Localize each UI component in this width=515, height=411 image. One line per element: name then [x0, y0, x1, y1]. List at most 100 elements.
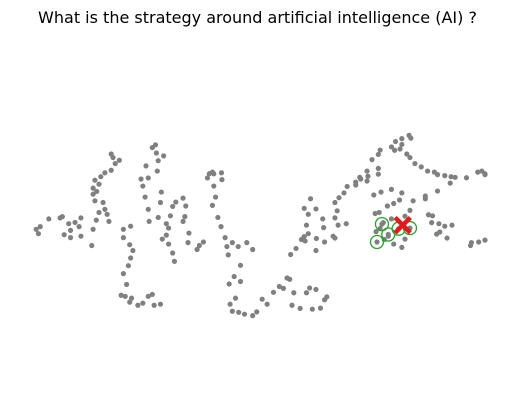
- data-point: [237, 278, 244, 285]
- data-point: [170, 203, 176, 210]
- data-point: [145, 293, 151, 299]
- data-point: [270, 289, 277, 295]
- data-point: [429, 220, 435, 226]
- data-point: [410, 198, 416, 204]
- data-point: [320, 216, 326, 222]
- data-point: [402, 236, 408, 242]
- data-point: [120, 226, 126, 232]
- data-point: [72, 219, 78, 226]
- highlight-ring: [369, 234, 385, 250]
- data-point: [463, 175, 470, 181]
- data-point: [418, 164, 424, 170]
- data-point: [122, 293, 128, 299]
- data-point: [61, 232, 67, 238]
- data-point: [376, 209, 382, 216]
- data-point: [313, 235, 320, 242]
- data-point: [353, 182, 359, 188]
- data-point: [373, 229, 379, 235]
- data-point: [434, 172, 441, 178]
- data-point: [102, 170, 108, 176]
- data-point: [364, 178, 370, 184]
- data-point: [449, 222, 455, 228]
- data-point: [128, 223, 134, 229]
- data-point: [37, 224, 43, 230]
- data-point: [482, 237, 488, 243]
- data-point: [372, 210, 378, 217]
- data-point: [408, 135, 414, 141]
- data-point: [301, 233, 307, 240]
- data-point: [321, 225, 327, 231]
- data-point: [436, 221, 442, 227]
- data-point: [225, 252, 231, 258]
- data-point: [163, 232, 169, 238]
- data-point: [305, 231, 311, 237]
- data-point: [118, 292, 124, 298]
- data-point: [357, 174, 363, 180]
- data-point: [128, 255, 134, 261]
- data-point: [231, 273, 237, 280]
- data-point: [186, 230, 192, 236]
- chart-title: What is the strategy around artificial i…: [38, 8, 477, 27]
- data-point: [468, 240, 475, 246]
- data-point: [227, 301, 233, 307]
- data-point: [157, 301, 164, 307]
- data-point: [412, 160, 418, 167]
- data-point: [378, 189, 384, 195]
- data-point: [130, 247, 136, 254]
- data-point: [399, 190, 405, 196]
- data-point: [375, 151, 381, 158]
- data-point: [250, 313, 256, 319]
- data-point: [211, 183, 217, 189]
- data-point: [112, 160, 118, 167]
- data-point: [158, 189, 164, 195]
- data-point: [127, 299, 133, 305]
- data-point: [244, 240, 250, 246]
- data-point: [365, 173, 371, 179]
- data-point: [204, 175, 211, 181]
- data-point: [399, 136, 405, 142]
- data-point: [317, 305, 324, 311]
- data-point: [344, 183, 350, 190]
- data-point: [297, 305, 303, 311]
- data-point: [90, 185, 96, 191]
- data-point: [280, 285, 287, 291]
- data-point: [388, 186, 395, 192]
- data-point: [429, 213, 436, 219]
- data-point: [236, 309, 242, 315]
- data-point: [424, 168, 431, 174]
- points-layer: [33, 132, 488, 319]
- data-point: [336, 195, 342, 201]
- data-point: [89, 242, 95, 249]
- data-point: [183, 203, 189, 209]
- data-point: [155, 214, 161, 221]
- data-point: [96, 181, 102, 187]
- data-point: [289, 302, 295, 308]
- data-point: [313, 247, 319, 254]
- data-point: [185, 240, 191, 246]
- data-point: [67, 235, 74, 241]
- data-point: [215, 214, 221, 221]
- query-layer: [393, 215, 412, 235]
- data-point: [335, 222, 341, 228]
- data-point: [153, 150, 159, 156]
- data-point: [200, 239, 207, 245]
- data-point: [434, 188, 441, 194]
- data-point: [138, 176, 144, 182]
- data-point: [388, 216, 395, 222]
- data-point: [222, 235, 228, 241]
- data-point: [90, 191, 96, 197]
- data-point: [302, 238, 308, 244]
- data-point: [146, 218, 152, 225]
- data-point: [106, 218, 112, 225]
- data-point: [307, 285, 313, 291]
- data-point: [399, 141, 405, 148]
- data-point: [287, 276, 293, 282]
- data-point: [166, 241, 172, 247]
- data-point: [334, 208, 340, 214]
- data-point: [332, 235, 338, 241]
- data-point: [166, 225, 172, 231]
- data-point: [391, 241, 397, 247]
- data-point: [140, 183, 146, 189]
- data-point: [364, 168, 370, 174]
